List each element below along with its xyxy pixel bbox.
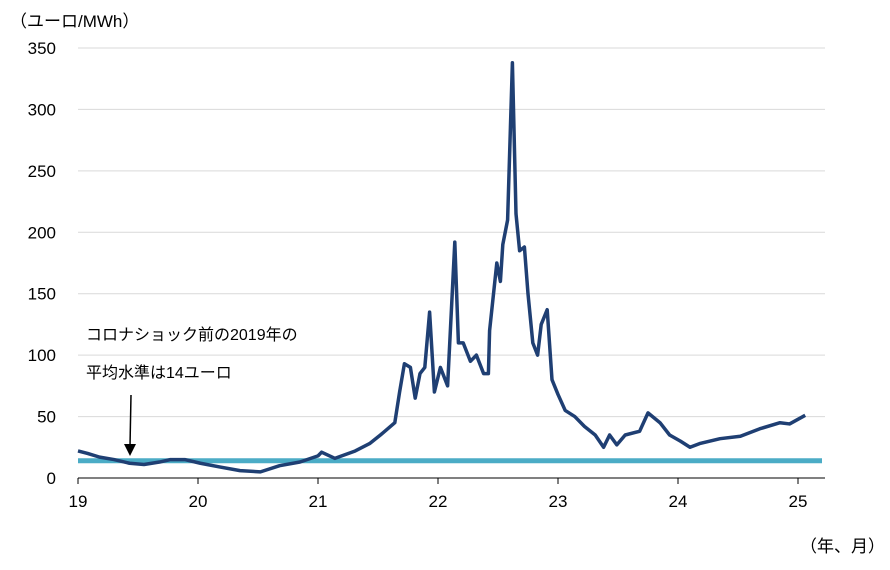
- y-tick-label: 100: [28, 346, 56, 365]
- y-tick-label: 250: [28, 162, 56, 181]
- x-tick-label: 19: [69, 492, 88, 511]
- x-tick-label: 23: [549, 492, 568, 511]
- y-tick-label: 150: [28, 285, 56, 304]
- y-tick-label: 50: [37, 408, 56, 427]
- x-tick-label: 25: [789, 492, 808, 511]
- y-tick-label: 350: [28, 39, 56, 58]
- annotation-line1: コロナショック前の2019年の: [86, 326, 298, 344]
- x-tick-label: 24: [669, 492, 688, 511]
- x-axis-unit-label: （年、月）: [800, 537, 885, 556]
- y-tick-label: 300: [28, 100, 56, 119]
- y-tick-label: 0: [47, 469, 56, 488]
- y-tick-label: 200: [28, 223, 56, 242]
- annotation-line2: 平均水準は14ユーロ: [86, 364, 232, 382]
- annotation-arrow: [124, 394, 136, 456]
- y-axis-unit-label: （ユーロ/MWh）: [10, 12, 139, 31]
- x-tick-label: 21: [309, 492, 328, 511]
- x-tick-label: 22: [429, 492, 448, 511]
- series-price-line: [77, 60, 807, 474]
- x-tick-label: 20: [189, 492, 208, 511]
